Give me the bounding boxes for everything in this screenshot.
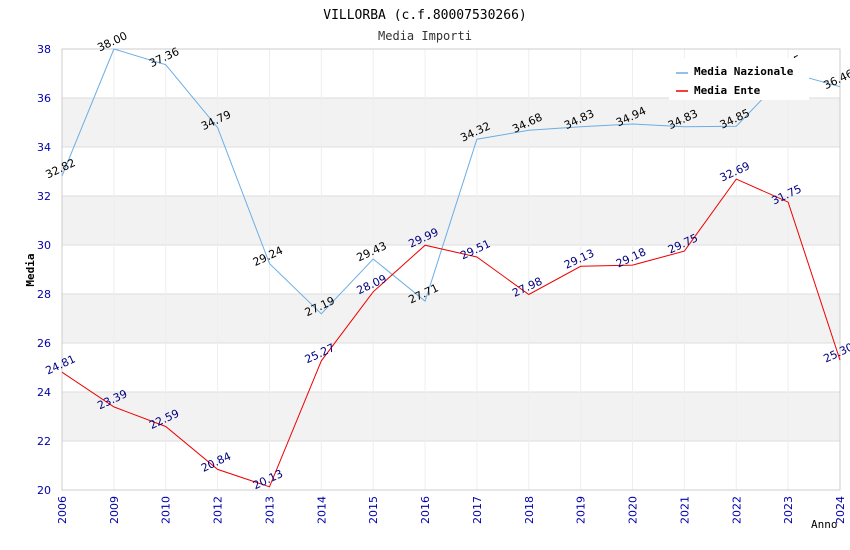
x-tick-label: 2023 [782,496,795,524]
y-tick-label: 30 [37,239,51,252]
x-tick-label: 2021 [678,496,691,524]
grid-band [62,343,840,392]
y-axis-label: Media [24,253,37,286]
series-line-media-ente [61,178,841,488]
legend-label-media-nazionale: Media Nazionale [694,65,794,78]
x-tick-label: 2022 [730,496,743,524]
y-tick-label: 26 [37,337,51,350]
x-axis-ticks: 2006 2009 2010 2012 2013 2014 2015 2016 2017 2018… [56,496,847,524]
x-tick-label: 2019 [575,496,588,524]
background-bands [62,49,840,490]
plot-frame [61,48,841,491]
x-tick-label: 2014 [315,496,328,524]
x-axis-label: Anno [811,518,838,531]
grid-band [62,147,840,196]
y-tick-label: 32 [37,190,51,203]
x-tick-label: 2024 [834,496,847,524]
x-tick-label: 2015 [367,496,380,524]
y-tick-label: 22 [37,435,51,448]
y-tick-label: 38 [37,43,51,56]
y-tick-label: 28 [37,288,51,301]
x-tick-label: 2018 [523,496,536,524]
x-tick-label: 2010 [160,496,173,524]
legend-box [669,58,809,100]
y-tick-label: 36 [37,92,51,105]
grid-band [62,294,840,343]
series-lines [61,48,841,488]
y-axis-ticks: 20 22 24 26 28 30 32 34 36 38 [37,43,51,497]
x-tick-label: 2006 [56,496,69,524]
series-line-media-nazionale [61,48,841,315]
grid-band [62,98,840,147]
legend: Media Nazionale Media Ente [669,58,809,100]
grid-band [62,441,840,490]
x-tick-label: 2020 [627,496,640,524]
grid-band [62,245,840,294]
legend-label-media-ente: Media Ente [694,84,761,97]
x-tick-label: 2012 [212,496,225,524]
x-tick-label: 2017 [471,496,484,524]
chart-title: VILLORBA (c.f.80007530266) [323,8,527,23]
y-tick-label: 20 [37,484,51,497]
x-tick-label: 2009 [108,496,121,524]
y-tick-label: 24 [37,386,51,399]
x-tick-label: 2016 [419,496,432,524]
grid-band [62,392,840,441]
x-tick-label: 2013 [263,496,276,524]
y-tick-label: 34 [37,141,51,154]
chart-subtitle: Media Importi [378,29,472,43]
